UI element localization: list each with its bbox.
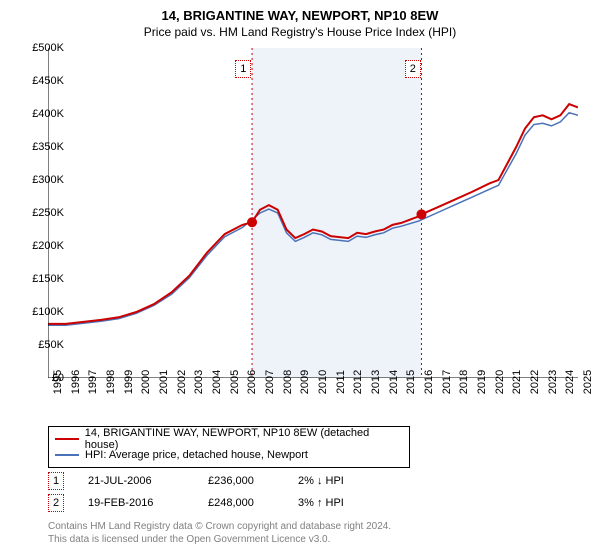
chart-title: 14, BRIGANTINE WAY, NEWPORT, NP10 8EW [0,8,600,23]
x-tick-label: 2018 [458,370,470,394]
y-tick-label: £150K [4,273,64,285]
footer-line-2: This data is licensed under the Open Gov… [48,533,391,546]
x-tick-label: 2004 [211,370,223,394]
x-tick-label: 2011 [335,370,347,394]
x-tick-label: 2003 [193,370,205,394]
transaction-price: £236,000 [208,475,298,487]
y-tick-label: £500K [4,42,64,54]
x-tick-label: 2014 [388,370,400,394]
transaction-row: 2 19-FEB-2016£248,0003% ↑ HPI [48,492,368,514]
x-tick-label: 2024 [564,370,576,394]
transaction-pct: 3% ↑ HPI [298,497,368,509]
x-tick-label: 2008 [282,370,294,394]
y-tick-label: £400K [4,108,64,120]
legend-swatch [55,454,79,456]
x-tick-label: 2000 [140,370,152,394]
x-tick-label: 2005 [229,370,241,394]
x-tick-label: 2007 [264,370,276,394]
x-tick-label: 1997 [87,370,99,394]
x-tick-label: 1999 [123,370,135,394]
x-tick-label: 2006 [246,370,258,394]
y-tick-label: £250K [4,207,64,219]
x-tick-label: 2002 [176,370,188,394]
chart-subtitle: Price paid vs. HM Land Registry's House … [0,25,600,39]
x-tick-label: 2009 [299,370,311,394]
x-tick-label: 2015 [405,370,417,394]
legend-label: 14, BRIGANTINE WAY, NEWPORT, NP10 8EW (d… [85,427,403,451]
transaction-marker: 1 [48,472,64,490]
legend-row: 14, BRIGANTINE WAY, NEWPORT, NP10 8EW (d… [55,431,403,447]
x-tick-label: 2016 [423,370,435,394]
transactions-table: 1 21-JUL-2006£236,0002% ↓ HPI 2 19-FEB-2016… [48,470,368,514]
y-tick-label: £100K [4,306,64,318]
x-tick-label: 2019 [476,370,488,394]
chart-container: 14, BRIGANTINE WAY, NEWPORT, NP10 8EW Pr… [0,0,600,560]
x-tick-label: 2012 [352,370,364,394]
x-tick-label: 2017 [441,370,453,394]
transaction-row: 1 21-JUL-2006£236,0002% ↓ HPI [48,470,368,492]
transaction-price: £248,000 [208,497,298,509]
transaction-date: 21-JUL-2006 [88,475,208,487]
x-tick-label: 1996 [70,370,82,394]
x-tick-label: 2023 [547,370,559,394]
y-tick-label: £300K [4,174,64,186]
legend-swatch [55,438,79,440]
x-tick-label: 2021 [511,370,523,394]
y-tick-label: £200K [4,240,64,252]
marker-label: 2 [405,60,421,78]
y-tick-label: £50K [4,339,64,351]
x-tick-label: 2013 [370,370,382,394]
transaction-date: 19-FEB-2016 [88,497,208,509]
footer-line-1: Contains HM Land Registry data © Crown c… [48,520,391,533]
x-tick-label: 2020 [494,370,506,394]
x-tick-label: 2010 [317,370,329,394]
transaction-marker: 2 [48,494,64,512]
chart-plot-area [48,48,578,378]
x-tick-label: 2001 [158,370,170,394]
x-tick-label: 2025 [582,370,594,394]
y-tick-label: £350K [4,141,64,153]
x-tick-label: 1998 [105,370,117,394]
transaction-pct: 2% ↓ HPI [298,475,368,487]
marker-label: 1 [235,60,251,78]
x-tick-label: 2022 [529,370,541,394]
line-chart-svg [48,48,578,378]
legend-label: HPI: Average price, detached house, Newp… [85,449,308,461]
legend: 14, BRIGANTINE WAY, NEWPORT, NP10 8EW (d… [48,426,410,468]
x-tick-label: 1995 [52,370,64,394]
footer-attribution: Contains HM Land Registry data © Crown c… [48,520,391,546]
y-tick-label: £450K [4,75,64,87]
